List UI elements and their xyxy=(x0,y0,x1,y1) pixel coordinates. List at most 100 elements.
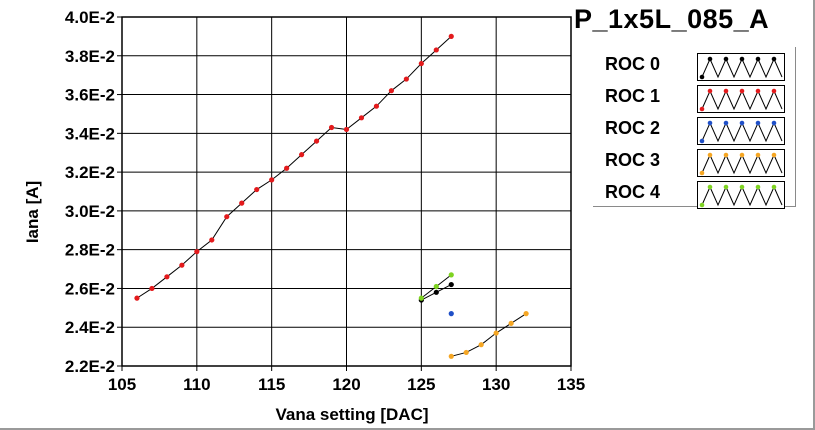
data-point xyxy=(418,60,424,67)
legend-swatch-marker xyxy=(707,88,713,94)
data-point xyxy=(508,320,514,326)
data-point xyxy=(209,237,215,243)
legend-swatch-marker xyxy=(707,152,713,158)
legend-swatch-line xyxy=(701,153,783,175)
series-layer xyxy=(134,33,529,359)
data-point xyxy=(493,330,499,336)
data-point xyxy=(448,353,454,359)
data-point xyxy=(388,88,394,94)
data-point xyxy=(164,274,170,280)
legend: ROC 0 ROC 1 ROC 2 ROC 3 ROC 4 xyxy=(593,47,796,209)
legend-swatch-roc1 xyxy=(697,85,785,113)
data-point xyxy=(433,289,439,295)
data-point xyxy=(284,165,290,171)
y-tick-label: 3.6E-2 xyxy=(65,86,115,105)
legend-swatch-marker xyxy=(699,74,705,80)
legend-swatch-marker xyxy=(699,106,705,112)
legend-swatch-marker xyxy=(723,120,729,126)
legend-label: ROC 2 xyxy=(605,118,661,138)
legend-swatch-marker xyxy=(723,152,729,158)
legend-swatch-roc2 xyxy=(697,117,785,145)
y-tick-label: 2.6E-2 xyxy=(65,279,115,298)
series-roc2 xyxy=(448,311,454,317)
legend-label: ROC 3 xyxy=(605,150,661,170)
y-tick-label: 2.4E-2 xyxy=(65,318,115,337)
legend-item-roc2: ROC 2 xyxy=(593,114,793,145)
data-point xyxy=(448,311,454,317)
legend-swatch-marker xyxy=(755,120,761,126)
data-point xyxy=(134,295,140,301)
data-point xyxy=(448,272,454,278)
legend-swatch-marker xyxy=(707,120,713,126)
legend-swatch-marker xyxy=(739,152,745,158)
data-point xyxy=(358,115,365,121)
legend-swatch-line xyxy=(701,89,783,111)
data-point xyxy=(478,342,484,348)
x-tick-label: 125 xyxy=(407,375,435,394)
legend-swatch-marker xyxy=(771,88,777,94)
x-tick-label: 110 xyxy=(183,375,210,394)
legend-swatch-marker xyxy=(707,184,713,190)
legend-item-roc3: ROC 3 xyxy=(593,146,793,177)
x-tick-label: 115 xyxy=(258,375,285,394)
y-tick-label: 2.8E-2 xyxy=(65,241,115,260)
data-point xyxy=(313,138,320,144)
grid xyxy=(122,17,571,366)
data-point xyxy=(373,103,380,109)
data-point xyxy=(448,33,454,39)
y-tick-label: 3.2E-2 xyxy=(65,163,115,182)
series-roc1 xyxy=(134,33,454,301)
legend-swatch-marker xyxy=(739,120,745,126)
legend-swatch-marker xyxy=(771,184,777,190)
legend-swatch-marker xyxy=(771,56,777,62)
y-tick-label: 3.8E-2 xyxy=(65,47,115,66)
legend-swatch-marker xyxy=(723,88,729,94)
data-point xyxy=(239,200,245,206)
legend-swatch-marker xyxy=(755,152,761,158)
y-axis-title: Iana [A] xyxy=(23,181,42,243)
legend-swatch-marker xyxy=(771,120,777,126)
legend-item-roc1: ROC 1 xyxy=(593,82,793,113)
y-tick-label: 3.0E-2 xyxy=(65,202,115,221)
data-point xyxy=(343,126,350,133)
x-tick-label: 135 xyxy=(557,375,585,394)
legend-swatch-marker xyxy=(739,184,745,190)
data-point xyxy=(433,47,439,53)
legend-swatch-marker xyxy=(699,170,705,176)
legend-label: ROC 1 xyxy=(605,86,661,106)
series-line xyxy=(451,313,527,357)
data-point xyxy=(403,76,409,82)
x-tick-label: 120 xyxy=(332,375,360,394)
legend-swatch-marker xyxy=(739,56,745,62)
series-line xyxy=(136,36,452,299)
legend-swatch-marker xyxy=(699,138,705,144)
x-axis-title: Vana setting [DAC] xyxy=(275,405,428,424)
data-point xyxy=(463,349,469,356)
y-tick-label: 3.4E-2 xyxy=(65,124,115,143)
legend-swatch-marker xyxy=(771,152,777,158)
series-roc3 xyxy=(448,311,529,359)
legend-swatch-marker xyxy=(699,202,705,208)
legend-item-roc4: ROC 4 xyxy=(593,178,793,209)
y-tick-label: 2.2E-2 xyxy=(65,357,115,376)
legend-swatch-marker xyxy=(723,184,729,190)
legend-swatch-line xyxy=(701,185,783,207)
legend-item-roc0: ROC 0 xyxy=(593,50,793,81)
data-point xyxy=(194,249,200,255)
legend-swatch-roc3 xyxy=(697,149,785,177)
data-point xyxy=(418,295,424,301)
data-point xyxy=(224,214,230,220)
data-point xyxy=(269,177,275,183)
y-tick-label: 4.0E-2 xyxy=(65,8,115,27)
legend-swatch-marker xyxy=(707,56,713,62)
data-point xyxy=(328,124,335,131)
data-point xyxy=(433,283,439,290)
legend-swatch-line xyxy=(701,121,783,143)
tick-labels: 105 110 115 120 125 130 135 2.2E-2 2.4E-2 2.6E-2 2… xyxy=(65,8,585,394)
data-point xyxy=(448,281,454,288)
legend-swatch-roc0 xyxy=(697,53,785,81)
data-point xyxy=(299,152,305,158)
legend-swatch-marker xyxy=(739,88,745,94)
